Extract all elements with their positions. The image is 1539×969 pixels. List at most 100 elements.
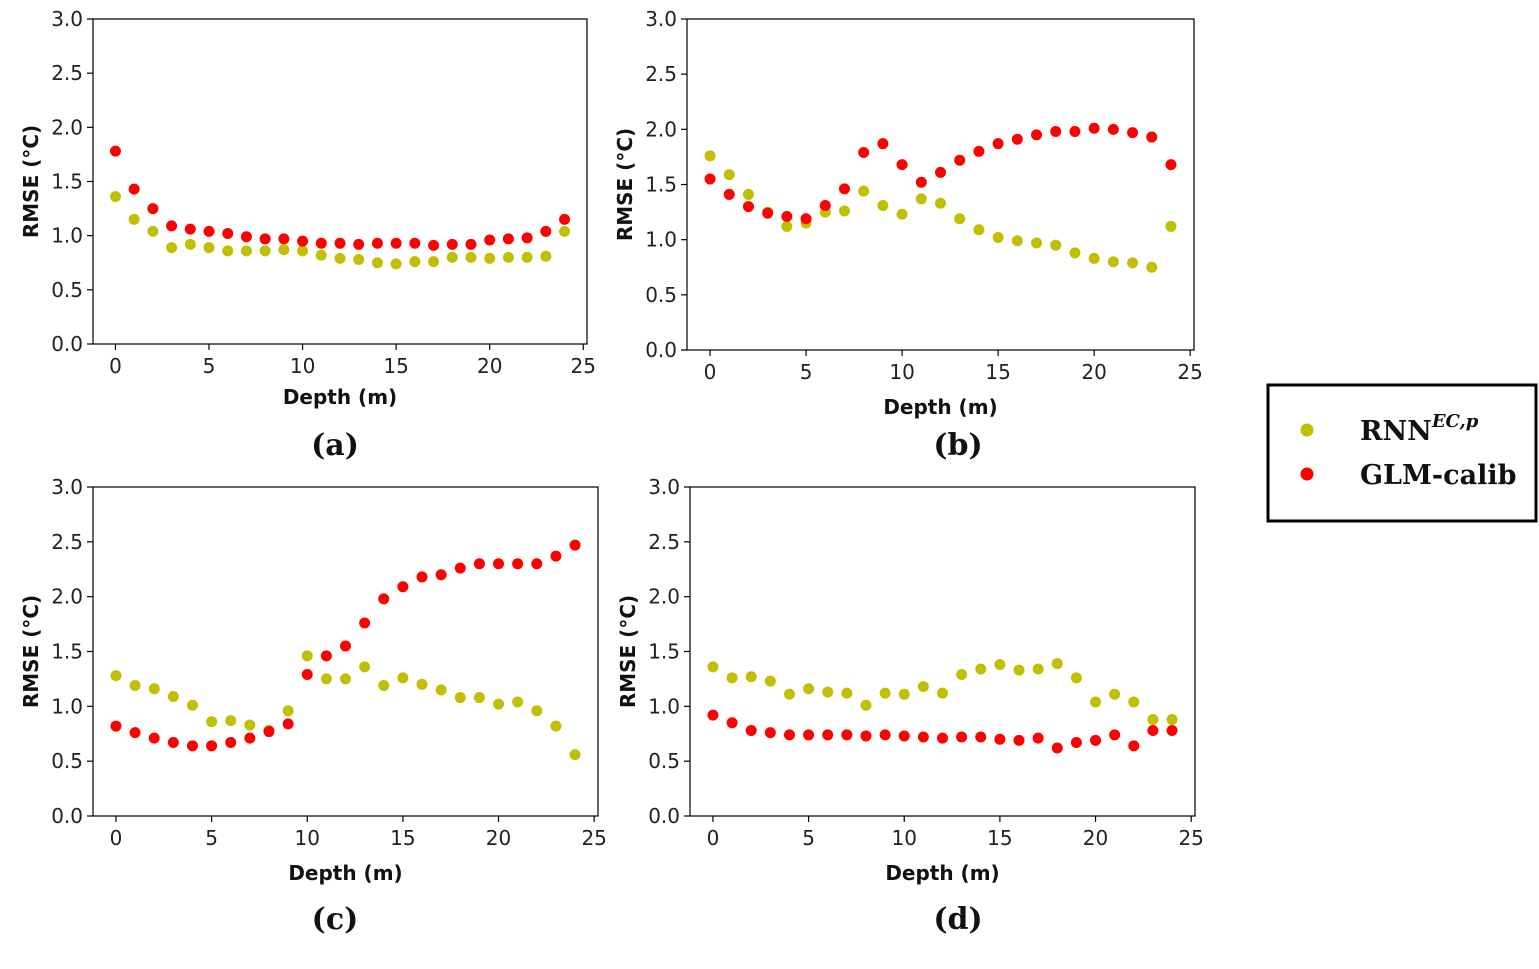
data-point xyxy=(390,258,402,270)
x-axis-title: Depth (m) xyxy=(288,861,402,885)
data-point xyxy=(128,213,140,225)
y-axis-title: RMSE (°C) xyxy=(19,595,43,708)
data-point xyxy=(841,729,853,741)
data-point xyxy=(315,237,327,249)
y-tick-label: 0.0 xyxy=(645,338,677,362)
data-point xyxy=(167,737,179,749)
data-point xyxy=(803,683,815,695)
data-point xyxy=(764,727,776,739)
data-point xyxy=(484,234,496,246)
data-point xyxy=(838,205,850,217)
y-tick-label: 3.0 xyxy=(648,475,680,499)
data-point xyxy=(428,239,440,251)
y-tick-label: 0.5 xyxy=(51,278,83,302)
plot-frame xyxy=(689,486,1196,817)
data-point xyxy=(259,233,271,245)
data-point xyxy=(975,731,987,743)
y-tick-label: 0.5 xyxy=(51,749,83,773)
data-point xyxy=(222,245,234,257)
y-tick-label: 2.0 xyxy=(51,115,83,139)
data-point xyxy=(726,672,738,684)
data-point xyxy=(315,249,327,261)
panel-a: 0.0 0.5 1.0 1.5 2.0 2.5 3.0 0 5 10 15 20 25 Depth (m)… xyxy=(19,7,596,463)
data-point xyxy=(781,210,793,222)
data-point xyxy=(1166,713,1178,725)
data-point xyxy=(240,231,252,243)
y-axis-title: RMSE (°C) xyxy=(613,128,637,241)
data-point xyxy=(1051,658,1063,670)
y-tick-label: 1.0 xyxy=(51,694,83,718)
data-point xyxy=(559,213,571,225)
data-point xyxy=(1088,122,1100,134)
data-point xyxy=(973,224,985,236)
y-tick-label: 1.5 xyxy=(51,640,83,664)
x-tick-label: 15 xyxy=(383,354,408,378)
data-point xyxy=(917,681,929,693)
data-point xyxy=(1128,696,1140,708)
panel-d: 0.0 0.5 1.0 1.5 2.0 2.5 3.0 0 5 10 15 20 25 Depth (m)… xyxy=(616,475,1204,937)
y-tick-label: 3.0 xyxy=(645,7,677,31)
data-point xyxy=(301,669,313,681)
data-point xyxy=(465,251,477,263)
y-tick-label: 1.0 xyxy=(51,224,83,248)
data-point xyxy=(1032,732,1044,744)
data-point xyxy=(915,176,927,188)
x-tick-label: 10 xyxy=(889,360,914,384)
x-tick-label: 0 xyxy=(110,826,123,850)
data-point xyxy=(1070,737,1082,749)
data-point xyxy=(1107,123,1119,135)
data-point xyxy=(110,720,122,732)
data-point xyxy=(378,679,390,691)
data-point xyxy=(147,225,159,237)
data-point xyxy=(435,684,447,696)
data-point xyxy=(473,692,485,704)
panel-label: (a) xyxy=(311,428,359,463)
data-point xyxy=(1107,256,1119,268)
data-point xyxy=(166,220,178,232)
data-point xyxy=(1165,220,1177,232)
data-point xyxy=(390,237,402,249)
data-point xyxy=(282,705,294,717)
y-tick-label: 3.0 xyxy=(51,7,83,31)
data-point xyxy=(484,252,496,264)
x-axis-title: Depth (m) xyxy=(283,385,397,409)
data-point xyxy=(473,558,485,570)
legend: RNNEC,p GLM-calib xyxy=(1266,383,1538,523)
data-point xyxy=(745,671,757,683)
data-point xyxy=(1013,734,1025,746)
data-point xyxy=(297,235,309,247)
y-tick-label: 0.5 xyxy=(645,283,677,307)
data-point xyxy=(129,679,141,691)
y-tick-label: 1.0 xyxy=(645,228,677,252)
panel-c: 0.0 0.5 1.0 1.5 2.0 2.5 3.0 0 5 10 15 20 25 Depth (m)… xyxy=(19,475,607,937)
data-point xyxy=(1031,237,1043,249)
legend-label-rnn: RNNEC,p xyxy=(1360,411,1479,447)
data-point xyxy=(512,558,524,570)
data-point xyxy=(109,145,121,157)
y-tick-label: 2.0 xyxy=(645,117,677,141)
data-point xyxy=(1165,159,1177,171)
data-point xyxy=(994,733,1006,745)
series-rnn xyxy=(704,150,1177,273)
data-point xyxy=(446,251,458,263)
data-point xyxy=(819,199,831,211)
series-glm-calib xyxy=(707,709,1178,754)
data-point xyxy=(147,203,159,215)
data-point xyxy=(704,150,716,162)
data-point xyxy=(822,729,834,741)
data-point xyxy=(1069,126,1081,138)
data-point xyxy=(896,159,908,171)
plot-frame xyxy=(686,18,1195,351)
data-point xyxy=(340,640,351,652)
data-point xyxy=(334,237,346,249)
data-point xyxy=(502,233,514,245)
data-point xyxy=(278,244,290,256)
data-point xyxy=(540,225,552,237)
data-point xyxy=(975,663,987,675)
legend-label-glm: GLM-calib xyxy=(1360,460,1516,491)
legend-box xyxy=(1266,383,1538,523)
data-point xyxy=(1011,235,1023,247)
data-point xyxy=(148,683,160,695)
data-point xyxy=(954,154,966,166)
panel-b: 0.0 0.5 1.0 1.5 2.0 2.5 3.0 0 5 10 15 20 25 Depth (m)… xyxy=(613,7,1203,463)
